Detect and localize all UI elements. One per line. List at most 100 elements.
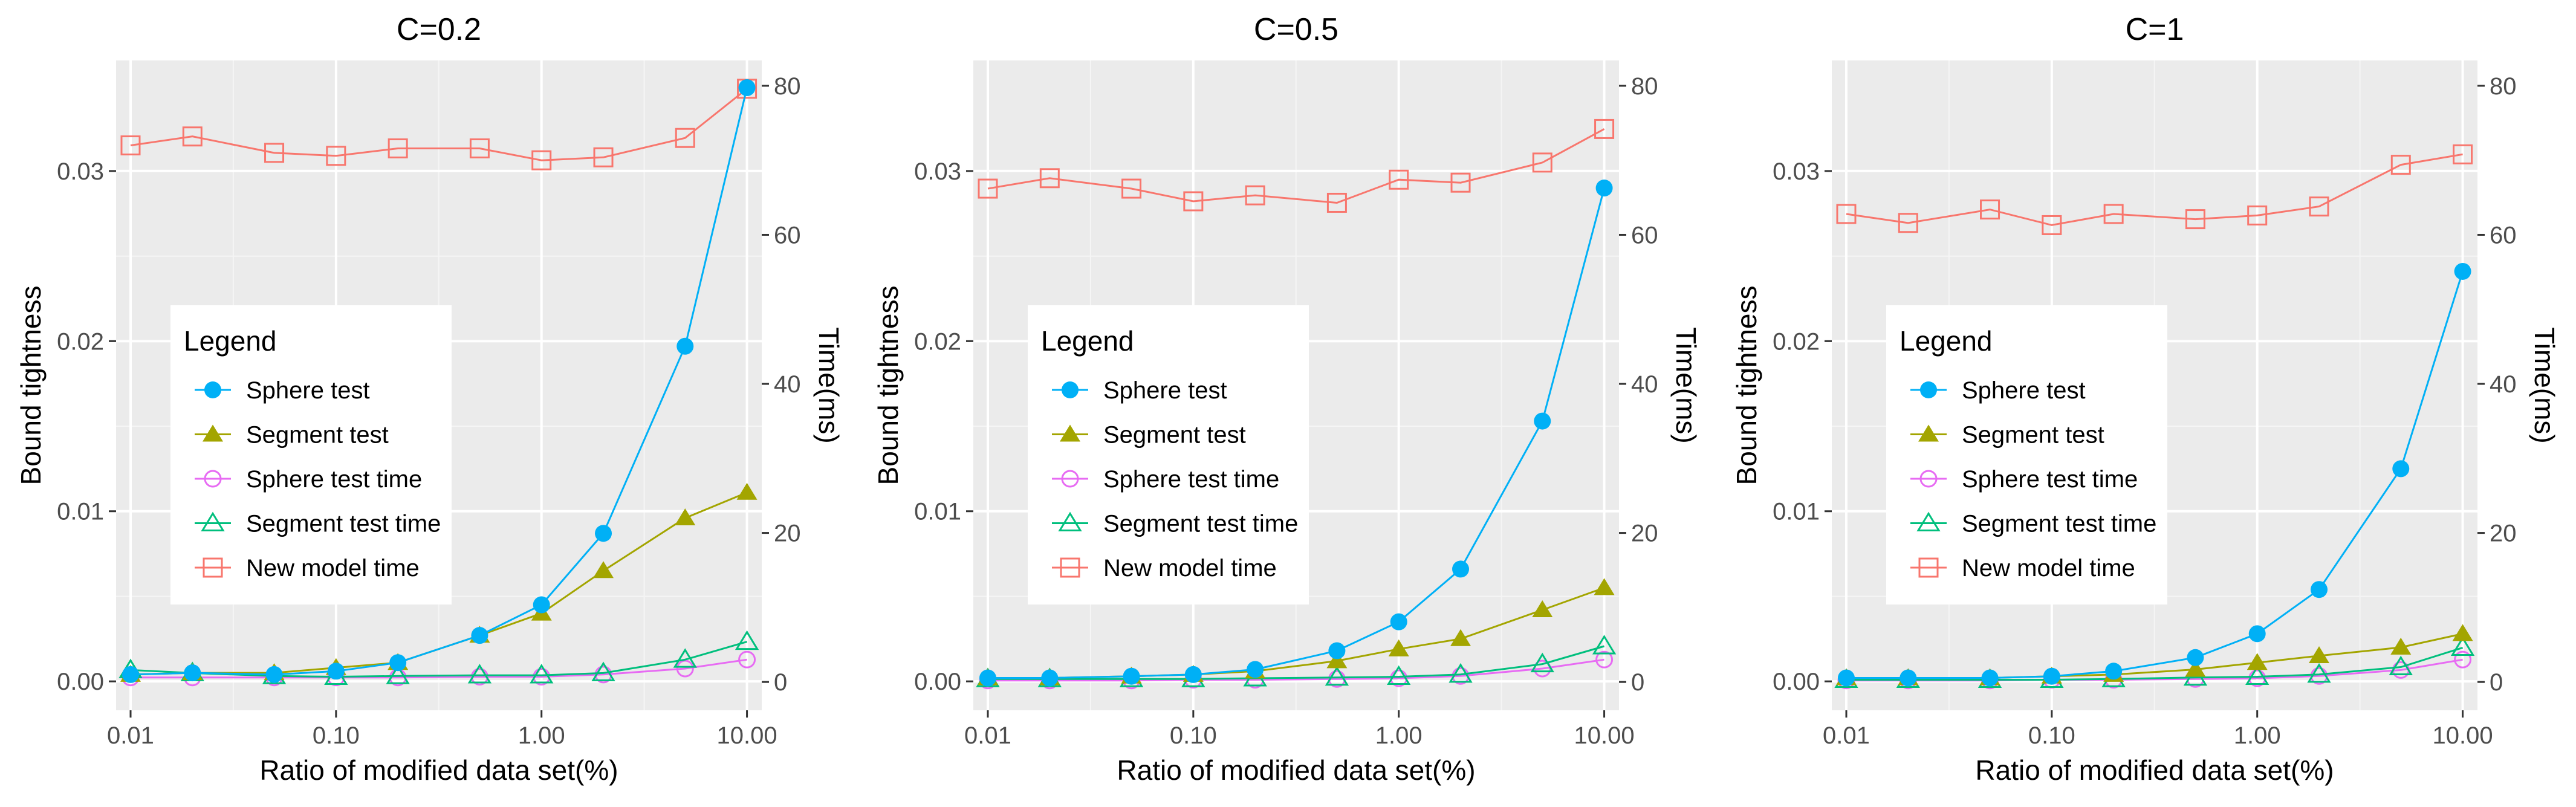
data-point-new-model-time (2453, 144, 2473, 164)
data-point-sphere-test-time (676, 660, 694, 678)
y-tick-label: 0.00 (57, 669, 104, 695)
legend-label-new-model-time: New model time (246, 555, 420, 582)
x-axis-label: Ratio of modified data set(%) (1117, 754, 1475, 786)
panel-1: 0.01 0.10 1.00 10.00 0.00 0.01 0.02 0.03 0 20 40 60… (15, 12, 845, 786)
series-line-new-model-time (130, 88, 748, 161)
data-point-sphere-test (2187, 649, 2204, 666)
y2-tick-label: 20 (2490, 520, 2517, 547)
data-point-sphere-test (389, 654, 407, 672)
series-line-sphere-test-time (988, 658, 1604, 682)
data-point-segment-test (1594, 578, 1615, 595)
data-point-sphere-test (1328, 642, 1346, 660)
y2-tick-label: 0 (1631, 669, 1644, 696)
data-point-segment-test (1532, 600, 1553, 617)
data-point-sphere-test (265, 666, 283, 683)
data-point-new-model-time (2185, 209, 2205, 230)
data-point-sphere-test (1041, 669, 1059, 687)
data-point-new-model-time (2042, 215, 2062, 235)
legend-box (170, 305, 452, 604)
legend-title: Legend (1900, 325, 1993, 357)
legend-key-marker-sphere-test-time (1919, 470, 1938, 488)
y2-tick-label: 80 (2490, 73, 2517, 100)
legend-label-sphere-test-time: Sphere test time (1103, 466, 1279, 493)
legend-label-sphere-test: Sphere test (1962, 377, 2086, 404)
data-point-sphere-test (1837, 669, 1855, 687)
data-point-sphere-test (2392, 460, 2410, 478)
data-point-sphere-test (122, 666, 139, 683)
data-point-sphere-test (2248, 625, 2266, 643)
legend-key-marker-sphere-test (1062, 381, 1079, 398)
data-point-segment-test-time (1449, 663, 1473, 683)
data-point-segment-test (1326, 651, 1348, 669)
data-point-sphere-test (1534, 412, 1551, 430)
series-line-sphere-test-time (131, 658, 747, 679)
data-point-new-model-time (469, 138, 490, 158)
legend: Legend Sphere test Segment test Sphere test… (1886, 305, 2167, 604)
data-point-sphere-test-time (738, 650, 756, 669)
data-point-segment-test-time (1592, 635, 1617, 655)
y2-axis-label: Time(ms) (2529, 327, 2560, 443)
data-point-new-model-time (978, 178, 998, 199)
data-point-sphere-test (1900, 669, 1917, 687)
y-tick-label: 0.02 (57, 328, 104, 355)
data-point-sphere-test (979, 669, 996, 687)
legend-label-sphere-test-time: Sphere test time (246, 466, 422, 493)
x-tick-label: 0.01 (964, 722, 1011, 749)
data-point-segment-test-time (735, 630, 759, 650)
legend-key-marker-new-model-time (1918, 557, 1939, 578)
y2-tick-label: 60 (2490, 222, 2517, 248)
data-point-sphere-test (1595, 180, 1613, 197)
legend-key-marker-segment-test (1918, 424, 1939, 442)
y-tick-label: 0.01 (57, 499, 104, 525)
data-point-sphere-test-time (1452, 667, 1470, 685)
data-point-new-model-time (593, 147, 614, 167)
x-tick-label: 10.00 (1574, 722, 1635, 749)
data-point-sphere-test (184, 664, 201, 682)
data-point-sphere-test-time (2310, 667, 2328, 685)
data-point-sphere-test-time (2454, 650, 2472, 669)
data-point-segment-test-time (1530, 652, 1554, 673)
legend-key-marker-segment-test-time (1916, 511, 1941, 531)
legend-label-segment-test: Segment test (246, 422, 389, 449)
data-point-new-model-time (2390, 155, 2411, 175)
panel-title: C=0.2 (397, 12, 481, 47)
x-tick-label: 0.01 (107, 722, 154, 749)
legend-label-sphere-test: Sphere test (1103, 377, 1227, 404)
legend-label-sphere-test: Sphere test (246, 377, 370, 404)
y-axis-label: Bound tightness (872, 286, 904, 485)
legend-label-segment-test-time: Segment test time (1103, 511, 1298, 537)
data-point-sphere-test (471, 627, 488, 644)
series-line-segment-test-time (988, 645, 1605, 680)
x-tick-label: 0.10 (313, 722, 360, 749)
data-point-sphere-test (2311, 581, 2328, 598)
legend-label-new-model-time: New model time (1103, 555, 1277, 582)
data-point-segment-test-time (2389, 655, 2413, 675)
y2-tick-label: 20 (774, 520, 801, 547)
y2-axis-label: Time(ms) (813, 327, 845, 443)
y-tick-label: 0.03 (1773, 158, 1820, 185)
legend-key-marker-sphere-test (1920, 381, 1937, 398)
data-point-new-model-time (531, 150, 552, 170)
y-axis-label: Bound tightness (1731, 286, 1762, 485)
data-point-segment-test-time (530, 664, 554, 684)
y2-axis-label: Time(ms) (1670, 327, 1702, 443)
data-point-segment-test-time (591, 661, 615, 681)
y2-tick-label: 40 (774, 371, 801, 398)
y2-tick-label: 0 (774, 669, 787, 696)
y2-tick-label: 80 (1631, 73, 1658, 100)
data-point-segment-test (593, 561, 614, 579)
data-point-new-model-time (120, 135, 141, 156)
data-point-new-model-time (2247, 205, 2268, 225)
x-axis-label: Ratio of modified data set(%) (1975, 754, 2334, 786)
data-point-segment-test (2452, 624, 2473, 641)
panel-title: C=1 (2126, 12, 2184, 47)
legend-key-marker-new-model-time (1060, 557, 1080, 578)
y2-tick-label: 80 (774, 73, 801, 100)
legend-key-marker-segment-test (1060, 424, 1080, 442)
y2-tick-label: 40 (2490, 371, 2517, 398)
data-point-segment-test-time (2307, 663, 2331, 683)
data-point-new-model-time (1183, 191, 1204, 212)
y-tick-label: 0.03 (914, 158, 961, 185)
legend-box (1886, 305, 2167, 604)
data-point-segment-test (736, 482, 758, 500)
